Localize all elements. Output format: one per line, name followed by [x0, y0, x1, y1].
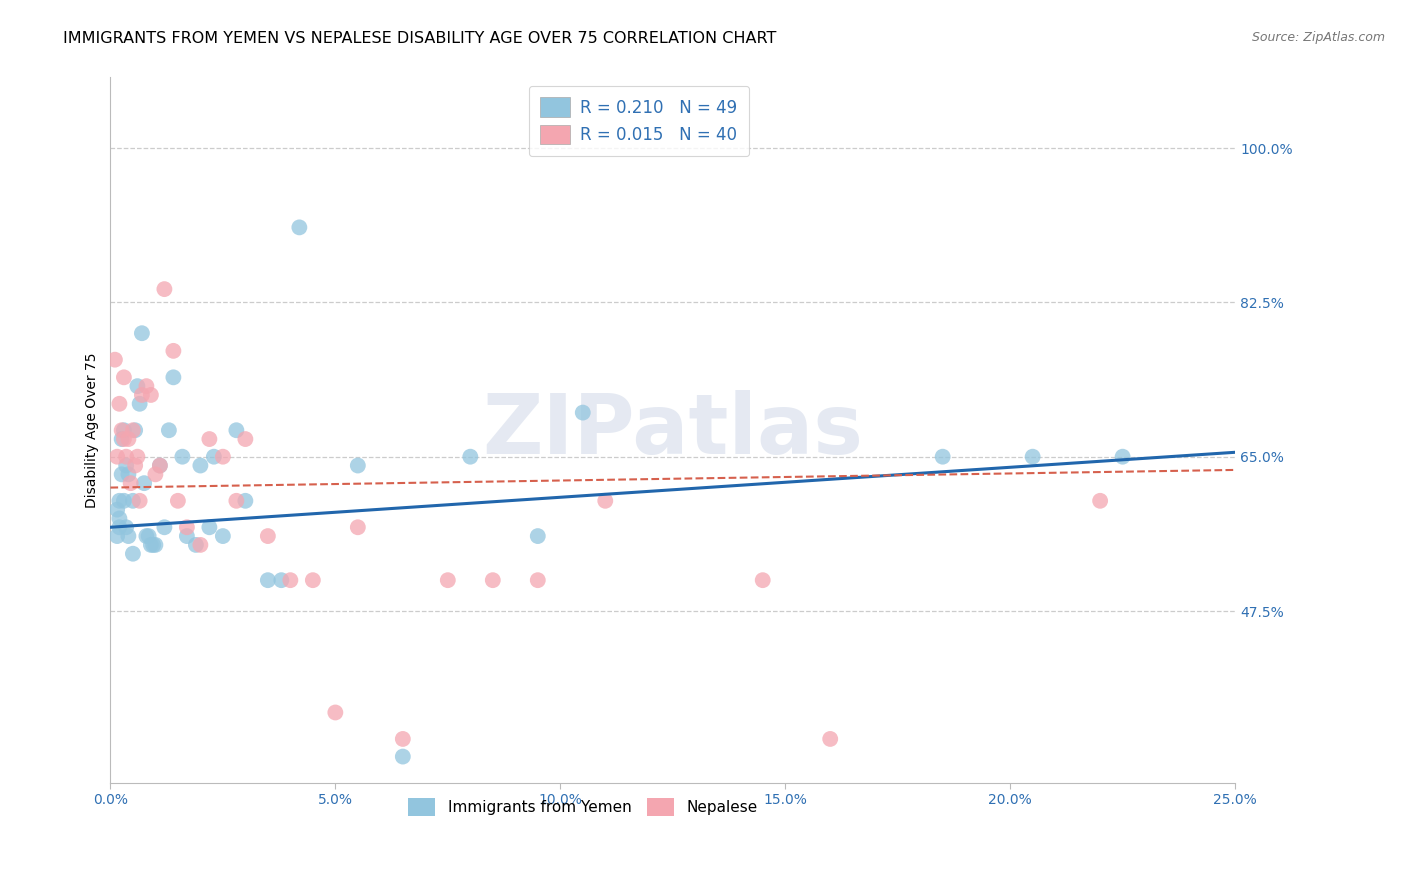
- Point: [198, 520, 221, 534]
- Point: [115, 458, 138, 473]
- Text: Source: ZipAtlas.com: Source: ZipAtlas.com: [1251, 31, 1385, 45]
- Point: [162, 343, 184, 358]
- Point: [139, 538, 162, 552]
- Point: [135, 379, 157, 393]
- Point: [131, 326, 153, 341]
- Point: [751, 573, 773, 587]
- Point: [149, 458, 172, 473]
- Point: [112, 493, 135, 508]
- Point: [108, 520, 131, 534]
- Point: [145, 538, 167, 552]
- Point: [593, 493, 616, 508]
- Point: [302, 573, 325, 587]
- Point: [128, 397, 150, 411]
- Point: [235, 493, 257, 508]
- Point: [202, 450, 225, 464]
- Point: [176, 529, 198, 543]
- Point: [108, 493, 131, 508]
- Point: [115, 450, 138, 464]
- Point: [134, 476, 156, 491]
- Point: [117, 432, 139, 446]
- Point: [124, 423, 146, 437]
- Point: [122, 493, 145, 508]
- Point: [112, 432, 135, 446]
- Point: [325, 706, 347, 720]
- Point: [108, 397, 131, 411]
- Point: [270, 573, 292, 587]
- Point: [257, 529, 280, 543]
- Point: [153, 282, 176, 296]
- Point: [139, 388, 162, 402]
- Point: [117, 467, 139, 482]
- Point: [135, 529, 157, 543]
- Legend: Immigrants from Yemen, Nepalese: Immigrants from Yemen, Nepalese: [399, 789, 766, 825]
- Point: [212, 529, 235, 543]
- Point: [288, 220, 311, 235]
- Point: [104, 352, 127, 367]
- Point: [111, 423, 134, 437]
- Point: [115, 520, 138, 534]
- Point: [111, 432, 134, 446]
- Point: [124, 458, 146, 473]
- Point: [225, 423, 247, 437]
- Point: [280, 573, 302, 587]
- Point: [1111, 450, 1133, 464]
- Point: [162, 370, 184, 384]
- Point: [225, 493, 247, 508]
- Point: [392, 731, 415, 746]
- Point: [526, 573, 548, 587]
- Point: [120, 476, 142, 491]
- Point: [122, 547, 145, 561]
- Point: [149, 458, 172, 473]
- Point: [117, 529, 139, 543]
- Point: [153, 520, 176, 534]
- Point: [122, 423, 145, 437]
- Point: [127, 450, 149, 464]
- Point: [111, 467, 134, 482]
- Point: [460, 450, 482, 464]
- Point: [818, 731, 841, 746]
- Point: [571, 406, 593, 420]
- Point: [1021, 450, 1043, 464]
- Point: [105, 502, 128, 516]
- Point: [347, 520, 370, 534]
- Y-axis label: Disability Age Over 75: Disability Age Over 75: [86, 352, 100, 508]
- Point: [105, 450, 128, 464]
- Point: [172, 450, 194, 464]
- Point: [347, 458, 370, 473]
- Point: [184, 538, 207, 552]
- Point: [127, 379, 149, 393]
- Point: [112, 370, 135, 384]
- Point: [190, 538, 212, 552]
- Point: [392, 749, 415, 764]
- Point: [157, 423, 180, 437]
- Point: [212, 450, 235, 464]
- Point: [931, 450, 953, 464]
- Point: [235, 432, 257, 446]
- Text: ZIPatlas: ZIPatlas: [482, 390, 863, 471]
- Point: [482, 573, 505, 587]
- Point: [131, 388, 153, 402]
- Point: [112, 423, 135, 437]
- Point: [1088, 493, 1111, 508]
- Point: [190, 458, 212, 473]
- Point: [108, 511, 131, 525]
- Point: [105, 529, 128, 543]
- Point: [142, 538, 165, 552]
- Point: [257, 573, 280, 587]
- Point: [198, 432, 221, 446]
- Point: [138, 529, 160, 543]
- Point: [145, 467, 167, 482]
- Point: [526, 529, 548, 543]
- Point: [176, 520, 198, 534]
- Point: [128, 493, 150, 508]
- Point: [437, 573, 460, 587]
- Text: IMMIGRANTS FROM YEMEN VS NEPALESE DISABILITY AGE OVER 75 CORRELATION CHART: IMMIGRANTS FROM YEMEN VS NEPALESE DISABI…: [63, 31, 776, 46]
- Point: [167, 493, 190, 508]
